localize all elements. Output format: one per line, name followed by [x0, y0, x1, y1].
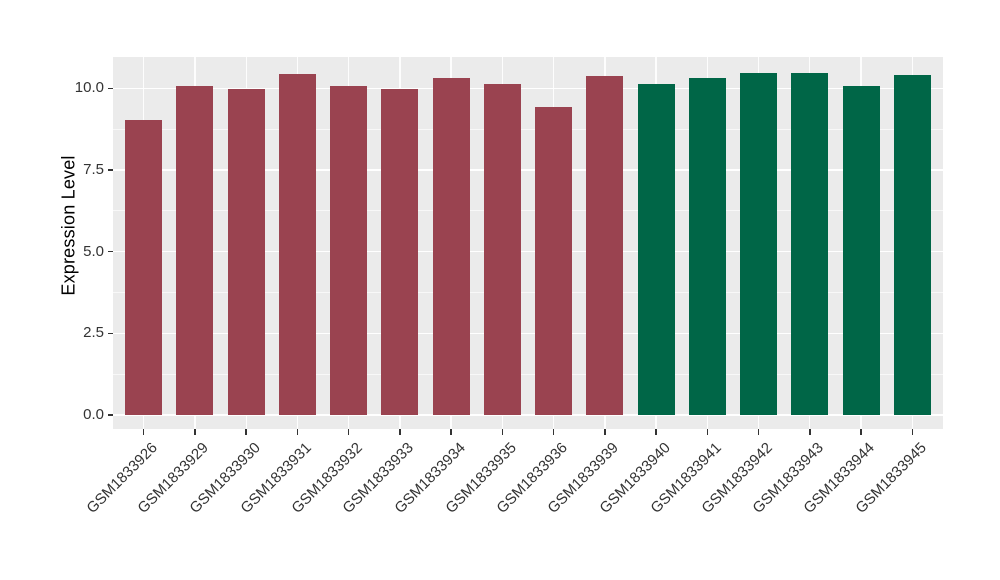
y-tick-mark	[108, 332, 113, 335]
x-tick-mark	[706, 429, 709, 435]
x-tick-mark	[142, 429, 145, 435]
x-tick-mark	[450, 429, 452, 435]
gridline-minor	[113, 291, 943, 293]
x-tick-mark	[655, 429, 657, 435]
gridline-minor	[113, 373, 943, 375]
y-tick-mark	[108, 169, 113, 171]
bar-GSM1833945	[893, 75, 931, 415]
x-tick-mark	[399, 429, 401, 435]
y-tick-label: 5.0	[83, 242, 104, 260]
gridline-major	[113, 169, 943, 171]
bar-GSM1833944	[842, 86, 880, 415]
x-tick-mark	[296, 429, 299, 435]
bar-GSM1833926	[125, 119, 163, 415]
plot-panel	[113, 57, 943, 429]
bar-GSM1833931	[278, 74, 316, 415]
x-tick-mark	[501, 429, 504, 435]
x-tick-mark	[552, 429, 555, 435]
bar-GSM1833942	[740, 73, 778, 415]
gridline-major	[113, 87, 943, 90]
x-tick-mark	[757, 429, 760, 435]
y-tick-label: 10.0	[74, 79, 104, 97]
y-tick-label: 7.5	[83, 161, 104, 178]
bar-GSM1833940	[637, 84, 675, 415]
x-tick-mark	[860, 429, 862, 435]
x-tick-mark	[604, 429, 606, 435]
y-tick-mark	[108, 250, 113, 253]
gridline-major	[113, 332, 943, 335]
gridline-major	[113, 414, 943, 416]
gridline-major	[113, 250, 943, 253]
y-tick-label: 0.0	[83, 405, 104, 423]
bar-GSM1833935	[483, 83, 521, 415]
bar-GSM1833939	[586, 75, 624, 415]
bar-GSM1833933	[381, 89, 419, 415]
bar-GSM1833932	[330, 85, 368, 415]
y-tick-label: 2.5	[83, 324, 104, 342]
y-tick-mark	[108, 87, 113, 90]
x-tick-mark	[809, 429, 811, 435]
bar-GSM1833936	[535, 106, 573, 415]
bar-GSM1833941	[688, 77, 726, 415]
x-tick-mark	[194, 429, 196, 435]
x-tick-mark	[911, 429, 913, 435]
x-tick-mark	[245, 429, 247, 435]
bar-GSM1833934	[432, 78, 470, 415]
x-tick-mark	[347, 429, 350, 435]
bar-GSM1833943	[791, 72, 829, 415]
gridline-minor	[113, 128, 943, 130]
bar-GSM1833930	[227, 89, 265, 415]
bar-GSM1833929	[176, 85, 214, 415]
y-tick-mark	[108, 414, 113, 416]
gridline-minor	[113, 210, 943, 212]
